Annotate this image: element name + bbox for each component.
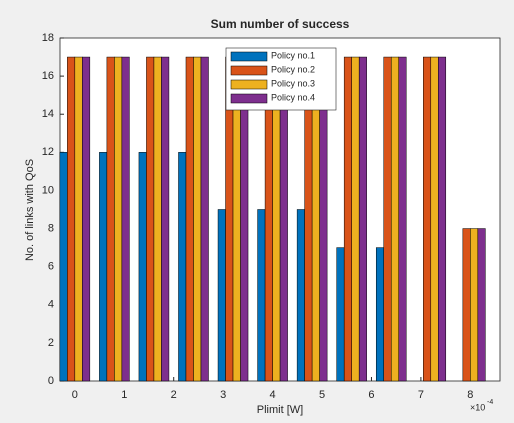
bar (477, 228, 486, 382)
bar (82, 56, 91, 382)
y-tick-label: 4 (48, 299, 54, 311)
bar (257, 209, 266, 382)
x-tick-label: 7 (418, 389, 424, 401)
y-tick-label: 12 (42, 146, 54, 158)
bar (121, 56, 130, 382)
bar (138, 152, 147, 382)
bar (438, 56, 447, 382)
bar (343, 56, 352, 382)
bar (217, 209, 226, 382)
bar (383, 56, 392, 382)
bar (375, 247, 384, 382)
x-exponent: ×10 (470, 402, 485, 412)
bar (161, 56, 170, 382)
legend-swatch (230, 65, 268, 76)
x-tick-label: 6 (368, 389, 374, 401)
bar (336, 247, 345, 382)
x-tick-label: 2 (171, 389, 177, 401)
legend-swatch (230, 51, 268, 62)
y-tick-label: 10 (42, 184, 54, 196)
y-tick-label: 8 (48, 222, 54, 234)
legend-swatch (230, 93, 268, 104)
bar (185, 56, 194, 382)
bar (351, 56, 360, 382)
bar (398, 56, 407, 382)
bar (178, 152, 187, 382)
bar (193, 56, 202, 382)
x-tick-label: 4 (270, 389, 276, 401)
bar (430, 56, 439, 382)
bar (99, 152, 108, 382)
bar (462, 228, 471, 382)
bar (106, 56, 115, 382)
x-axis-label: Plimit [W] (257, 404, 303, 416)
x-tick-label: 5 (319, 389, 325, 401)
x-exponent-power: -4 (487, 399, 493, 406)
bar (153, 56, 162, 382)
x-tick-label: 1 (121, 389, 127, 401)
bar (200, 56, 209, 382)
legend-label: Policy no.2 (271, 64, 315, 74)
y-tick-label: 2 (48, 337, 54, 349)
bar (67, 56, 76, 382)
bar (423, 56, 432, 382)
y-tick-label: 0 (48, 375, 54, 387)
chart-title: Sum number of success (211, 17, 350, 31)
legend-label: Policy no.4 (271, 92, 315, 102)
x-tick-label: 0 (72, 389, 78, 401)
y-tick-label: 16 (42, 70, 54, 82)
bar (358, 56, 367, 382)
y-tick-label: 6 (48, 261, 54, 273)
bar (59, 152, 68, 382)
x-tick-label: 3 (220, 389, 226, 401)
bar (470, 228, 479, 382)
y-axis-label: No. of links with QoS (24, 159, 36, 261)
bar (390, 56, 399, 382)
y-tick-label: 18 (42, 32, 54, 44)
legend-label: Policy no.3 (271, 78, 315, 88)
x-tick-label: 8 (467, 389, 473, 401)
legend-swatch (230, 79, 268, 90)
y-tick-label: 14 (42, 108, 54, 120)
legend-label: Policy no.1 (271, 50, 315, 60)
bar (146, 56, 155, 382)
bar (114, 56, 123, 382)
bar (74, 56, 83, 382)
bar (296, 209, 305, 382)
